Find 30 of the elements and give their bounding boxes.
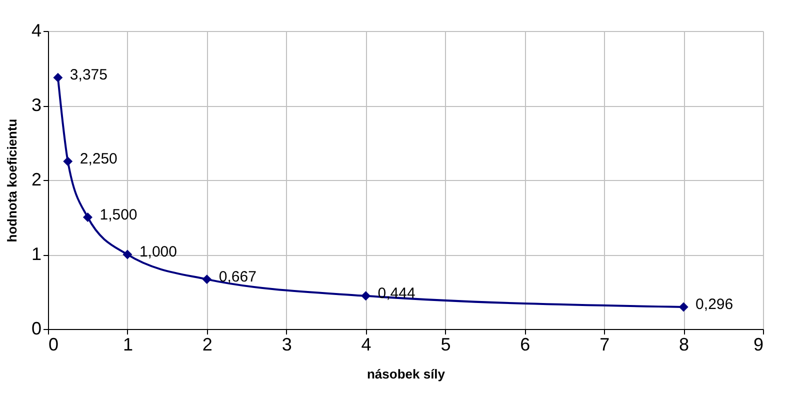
x-tick-label: 4 [361,334,372,354]
text: 2,250 [80,150,118,168]
x-tick-label: 5 [440,334,451,354]
y-tick-label: 1 [31,244,42,264]
text: 1,000 [139,244,177,260]
x-tick-label: 1 [122,334,133,354]
y-tick-label: 0 [31,318,42,338]
x-tick-label: 8 [679,334,690,354]
text: 3,375 [70,66,108,84]
x-tick-label: 3 [282,334,292,354]
y-tick-label: 4 [31,20,42,40]
point [361,291,371,301]
x-tick-label: 0 [48,334,59,354]
x-tick-label: 9 [753,334,764,354]
point [678,302,688,312]
point [202,274,212,284]
x-tick-label: 6 [520,334,530,354]
text: 1,500 [100,206,138,224]
point [82,212,92,222]
y-tick-label: 3 [31,95,42,115]
y-tick-label: 2 [31,170,42,190]
text: 0,667 [218,268,256,286]
x-tick-label: 2 [202,334,212,354]
point [122,250,132,260]
text: 0,296 [696,296,734,313]
point [53,72,63,82]
point [63,156,73,166]
x-axis-title: násobek síly [366,366,446,382]
x-tick-label: 7 [600,334,610,354]
y-axis-title: hodnota koeficientu [4,118,20,242]
